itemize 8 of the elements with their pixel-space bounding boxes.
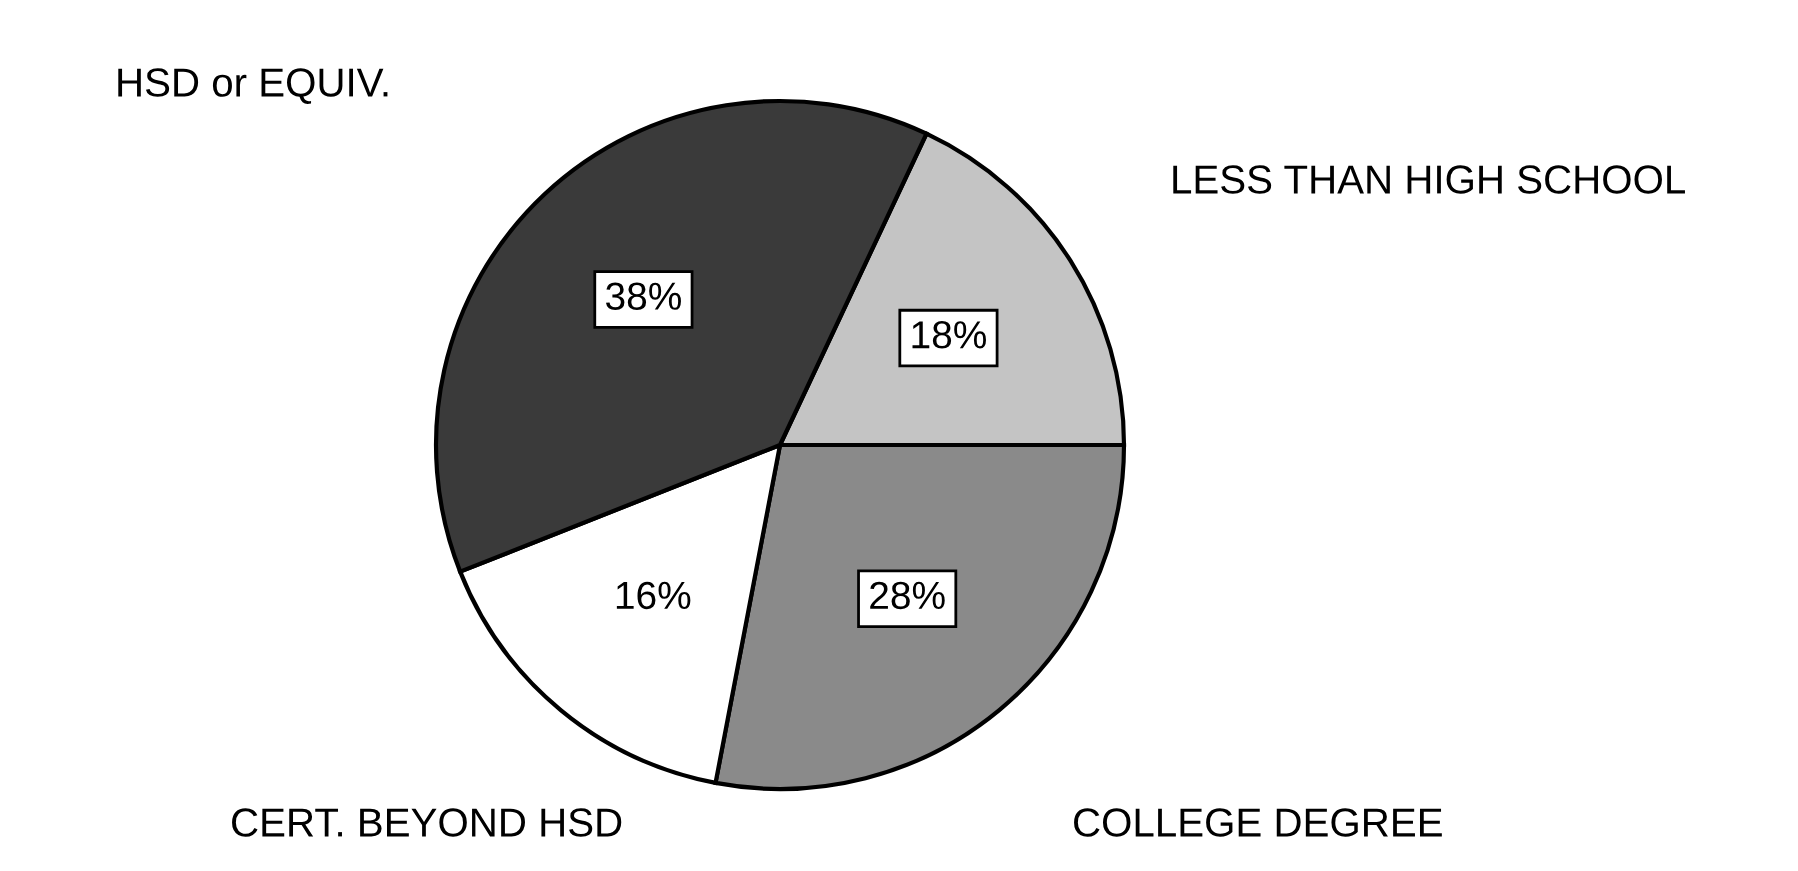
slice-label: HSD or EQUIV.: [118, 68, 388, 105]
data-label: 28%: [870, 581, 945, 610]
data-label: 18%: [912, 320, 986, 349]
slice-label: LESS THAN HIGH SCHOOL: [1173, 165, 1685, 194]
data-label: 38%: [605, 282, 681, 310]
slice-label: CERT. BEYOND HSD: [232, 808, 622, 837]
slice-label: COLLEGE DEGREE: [1074, 808, 1442, 837]
data-label: 16%: [616, 581, 691, 610]
